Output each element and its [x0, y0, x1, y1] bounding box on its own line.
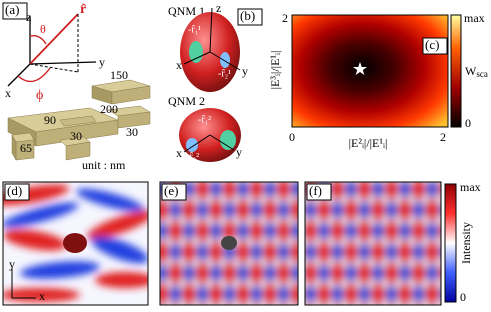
panel-label-box	[306, 183, 332, 201]
axis	[183, 134, 211, 153]
colorbar-label-sub: sca	[476, 69, 488, 79]
panel-label-box	[4, 183, 30, 201]
panel-label-box	[161, 183, 187, 201]
theta-arc	[29, 34, 47, 45]
heatmap	[291, 14, 449, 128]
r-hat: r̂	[80, 2, 87, 17]
colorbar-min: 0	[465, 116, 471, 130]
panel-f: (f) max Intensity 0	[304, 180, 481, 306]
r-vector	[29, 13, 79, 65]
x-tick-label: 0	[289, 130, 295, 144]
colorbar-label: Intensity	[459, 222, 473, 264]
hotspot	[189, 41, 203, 63]
axis-label: y	[242, 64, 248, 78]
dimension: 200	[100, 102, 118, 116]
field-pattern	[3, 184, 148, 302]
colorbar-label: Wsca	[465, 64, 488, 79]
axis	[29, 61, 97, 65]
r-label: -r̂₂²	[186, 151, 199, 162]
field-map	[305, 182, 441, 305]
x-tick-label: 2	[440, 130, 446, 144]
axis-label: x	[5, 86, 11, 100]
colorbar-min: 0	[460, 290, 466, 304]
qnm-label: QNM 2	[168, 94, 205, 108]
frame	[304, 181, 442, 306]
panel-label-box	[237, 8, 263, 26]
axis	[7, 63, 31, 87]
axis	[183, 51, 211, 65]
dimension: 65	[20, 141, 32, 155]
frame	[2, 181, 149, 306]
axis-label: x	[176, 58, 182, 72]
phi-arc	[17, 67, 51, 83]
panel-label-box	[422, 37, 448, 55]
projection	[29, 63, 79, 73]
panel-c: (c) 2 0 2 |E²ᵢ|/|E¹ᵢ| |E³ᵢ|/|E¹ᵢ| max Ws…	[268, 11, 488, 150]
panel-a: z x y θ ϕ r̂ 150 200 90 65 30 30 unit : …	[2, 2, 151, 172]
axis	[209, 7, 213, 53]
hotspot	[220, 52, 230, 68]
particle	[63, 233, 87, 253]
colorbar-max: max	[464, 11, 485, 25]
panel-label-box	[2, 2, 28, 20]
y-axis-label: |E³ᵢ|/|E¹ᵢ|	[268, 51, 282, 90]
nanostructure	[7, 79, 151, 161]
frame	[159, 181, 299, 306]
colorbar	[444, 183, 457, 303]
axis	[209, 51, 241, 71]
x-axis-label: |E²ᵢ|/|E¹ᵢ|	[349, 136, 388, 150]
panel-label: (d)	[7, 183, 22, 198]
dimension: 90	[44, 113, 56, 127]
panel-label: (b)	[240, 8, 255, 23]
panel-e: (e)	[159, 181, 299, 306]
axis-label: y	[99, 55, 105, 69]
r-label: -r̂₂¹	[218, 68, 231, 79]
axis-label: y	[9, 257, 15, 271]
axis-label: z	[26, 10, 31, 24]
panel-b: QNM 1 z x y -r̂₁¹ -r̂₂¹ QNM 2 x y -r̂₁² …	[168, 1, 263, 162]
r-label: -r̂₁²	[198, 114, 211, 125]
panel-d: y x (d)	[2, 181, 149, 306]
axis-label: x	[176, 146, 182, 160]
colorbar-label-main: W	[465, 64, 477, 78]
panel-label: (f)	[309, 183, 322, 198]
theta: θ	[40, 22, 46, 36]
dimension: 30	[70, 129, 82, 143]
axis	[209, 134, 235, 151]
axis-label: z	[216, 1, 221, 15]
qnm-label: QNM 1	[168, 4, 205, 18]
colorbar-max: max	[460, 180, 481, 194]
star	[353, 62, 367, 75]
panel-label: (c)	[425, 37, 439, 52]
panel-label: (e)	[164, 183, 178, 198]
r-label: -r̂₁¹	[188, 24, 201, 35]
hotspot	[220, 130, 236, 150]
phi: ϕ	[36, 88, 43, 103]
unit: unit : nm	[82, 158, 126, 172]
axis-label: x	[39, 289, 45, 303]
y-tick-label: 2	[282, 11, 288, 25]
axis-label: y	[236, 145, 242, 159]
dimension: 150	[110, 68, 128, 82]
panel-label: (a)	[5, 2, 19, 17]
particle	[221, 236, 237, 250]
colorbar	[450, 14, 462, 128]
dimension: 30	[126, 125, 138, 139]
